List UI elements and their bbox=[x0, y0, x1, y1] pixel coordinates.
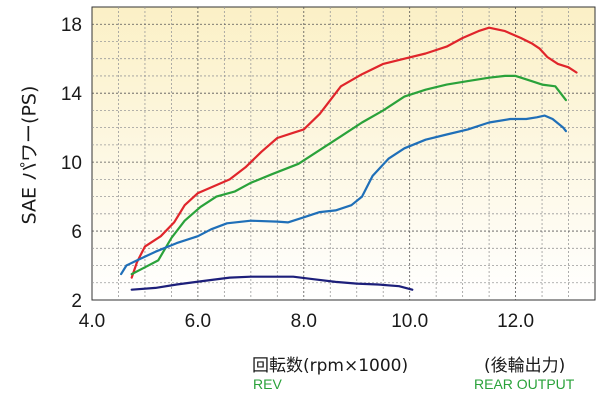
series-line-1 bbox=[130, 26, 578, 279]
x-axis-note: (後輪出力) bbox=[484, 356, 566, 376]
x-tick-label: 12.0 bbox=[497, 311, 534, 332]
rev-label: REV bbox=[253, 376, 282, 392]
series-line-4 bbox=[130, 275, 414, 291]
x-tick-label: 8.0 bbox=[291, 311, 317, 332]
series-group bbox=[120, 26, 578, 291]
y-tick-labels: 2 6 10 14 18 bbox=[61, 15, 83, 312]
y-axis-label: SAE パワー(PS) bbox=[19, 86, 41, 225]
series-line-3 bbox=[120, 114, 567, 276]
x-tick-label: 4.0 bbox=[79, 311, 105, 332]
x-tick-label: 10.0 bbox=[391, 311, 428, 332]
y-tick-label: 10 bbox=[61, 153, 82, 174]
x-tick-labels: 4.0 6.0 8.0 10.0 12.0 bbox=[79, 311, 534, 332]
rear-output-label: REAR OUTPUT bbox=[474, 376, 575, 392]
y-tick-label: 14 bbox=[61, 84, 83, 105]
x-tick-label: 6.0 bbox=[185, 311, 211, 332]
series-line-2 bbox=[130, 74, 567, 276]
y-tick-label: 2 bbox=[71, 291, 82, 312]
plot-area bbox=[91, 6, 596, 301]
y-tick-label: 6 bbox=[71, 222, 82, 243]
y-tick-label: 18 bbox=[61, 15, 82, 36]
grid bbox=[92, 7, 595, 300]
x-axis-label: 回転数(rpm×1000) bbox=[252, 356, 409, 376]
